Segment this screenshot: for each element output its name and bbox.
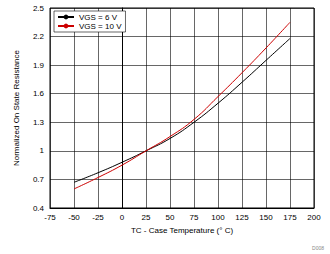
svg-text:0: 0	[120, 213, 125, 222]
svg-text:200: 200	[307, 213, 321, 222]
svg-text:2.5: 2.5	[33, 4, 45, 13]
svg-text:175: 175	[283, 213, 297, 222]
svg-text:-50: -50	[68, 213, 80, 222]
svg-text:VGS = 10 V: VGS = 10 V	[79, 22, 122, 31]
svg-text:25: 25	[142, 213, 151, 222]
svg-text:0.7: 0.7	[33, 175, 45, 184]
svg-text:Normalized On State Resistance: Normalized On State Resistance	[12, 49, 21, 166]
svg-text:100: 100	[211, 213, 225, 222]
svg-text:VGS = 6 V: VGS = 6 V	[79, 13, 118, 22]
svg-text:1: 1	[40, 146, 45, 155]
svg-text:150: 150	[259, 213, 273, 222]
svg-text:0.4: 0.4	[33, 204, 45, 213]
svg-text:D008: D008	[312, 245, 324, 251]
svg-text:-25: -25	[92, 213, 104, 222]
svg-text:-75: -75	[44, 213, 56, 222]
svg-text:1.6: 1.6	[33, 89, 45, 98]
svg-text:125: 125	[235, 213, 249, 222]
svg-text:2.2: 2.2	[33, 32, 45, 41]
svg-text:75: 75	[190, 213, 199, 222]
svg-text:1.9: 1.9	[33, 61, 45, 70]
svg-text:1.3: 1.3	[33, 118, 45, 127]
svg-text:TC - Case Temperature (° C): TC - Case Temperature (° C)	[131, 226, 234, 235]
svg-text:50: 50	[166, 213, 175, 222]
